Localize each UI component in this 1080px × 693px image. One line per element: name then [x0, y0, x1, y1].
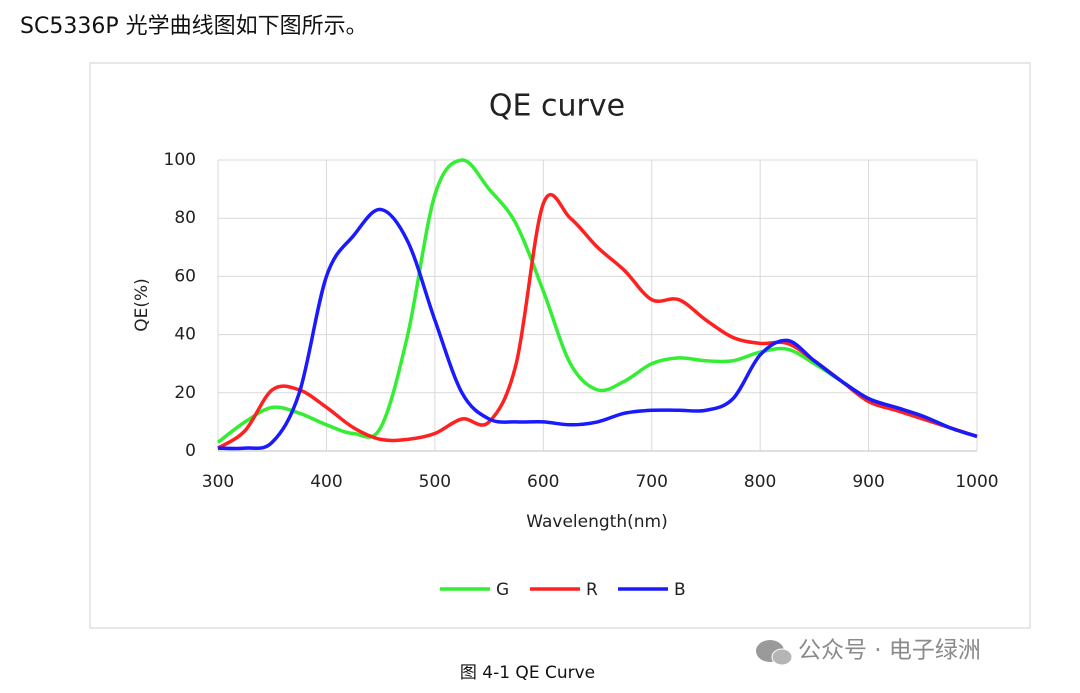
- y-tick-label: 80: [174, 208, 196, 228]
- legend-label: B: [674, 580, 686, 600]
- x-tick-label: 800: [744, 472, 776, 492]
- chart-frame: [89, 62, 1031, 629]
- intro-text: SC5336P 光学曲线图如下图所示。: [20, 14, 368, 39]
- x-tick-label: 700: [635, 472, 667, 492]
- watermark: 公众号 · 电子绿洲: [756, 638, 981, 666]
- y-axis-label: QE(%): [132, 278, 152, 332]
- x-tick-label: 500: [419, 472, 451, 492]
- watermark-text: 公众号 · 电子绿洲: [798, 638, 981, 664]
- y-tick-label: 100: [164, 150, 196, 170]
- watermark-icon: [771, 648, 793, 666]
- x-tick-label: 1000: [955, 472, 998, 492]
- y-tick-label: 60: [174, 266, 196, 286]
- x-tick-label: 600: [527, 472, 559, 492]
- x-axis-label: Wavelength(nm): [526, 512, 667, 532]
- chart-title: QE curve: [489, 89, 625, 124]
- y-tick-label: 40: [174, 325, 196, 345]
- data-line: [217, 207, 978, 451]
- x-tick-label: 400: [310, 472, 342, 492]
- x-tick-label: 300: [202, 472, 234, 492]
- y-tick-label: 0: [185, 441, 196, 461]
- legend-label: G: [496, 580, 509, 600]
- x-tick-label: 900: [852, 472, 884, 492]
- legend-label: R: [586, 580, 598, 600]
- figure-caption: 图 4-1 QE Curve: [459, 663, 596, 683]
- y-tick-label: 20: [174, 383, 196, 403]
